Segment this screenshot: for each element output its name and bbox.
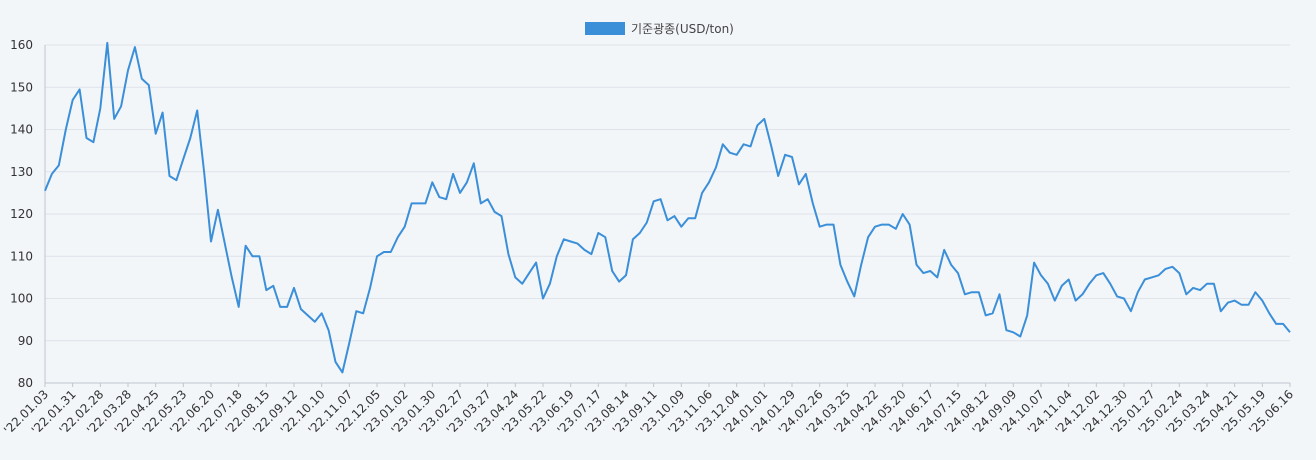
- y-axis-ticks: 160 150 140 130 120 110 100 90 80: [10, 38, 33, 390]
- grid-lines: [45, 44, 1290, 384]
- legend-label: 기준광종(USD/ton): [631, 22, 734, 36]
- axes: [44, 45, 1290, 384]
- legend[interactable]: 기준광종(USD/ton): [585, 22, 734, 36]
- x-axis-ticks: '22.01.03'22.01.31'22.02.28'22.03.28'22.…: [1, 383, 1296, 437]
- y-tick-label: 120: [10, 207, 33, 221]
- y-tick-label: 100: [10, 292, 33, 306]
- y-tick-label: 80: [18, 376, 33, 390]
- legend-swatch: [585, 22, 625, 35]
- y-tick-label: 130: [10, 165, 33, 179]
- y-tick-label: 90: [18, 334, 33, 348]
- y-tick-label: 140: [10, 123, 33, 137]
- y-tick-label: 160: [10, 38, 33, 52]
- y-tick-label: 110: [10, 249, 33, 263]
- series-line: [44, 41, 1291, 374]
- y-tick-label: 150: [10, 80, 33, 94]
- series-layer: [44, 41, 1291, 374]
